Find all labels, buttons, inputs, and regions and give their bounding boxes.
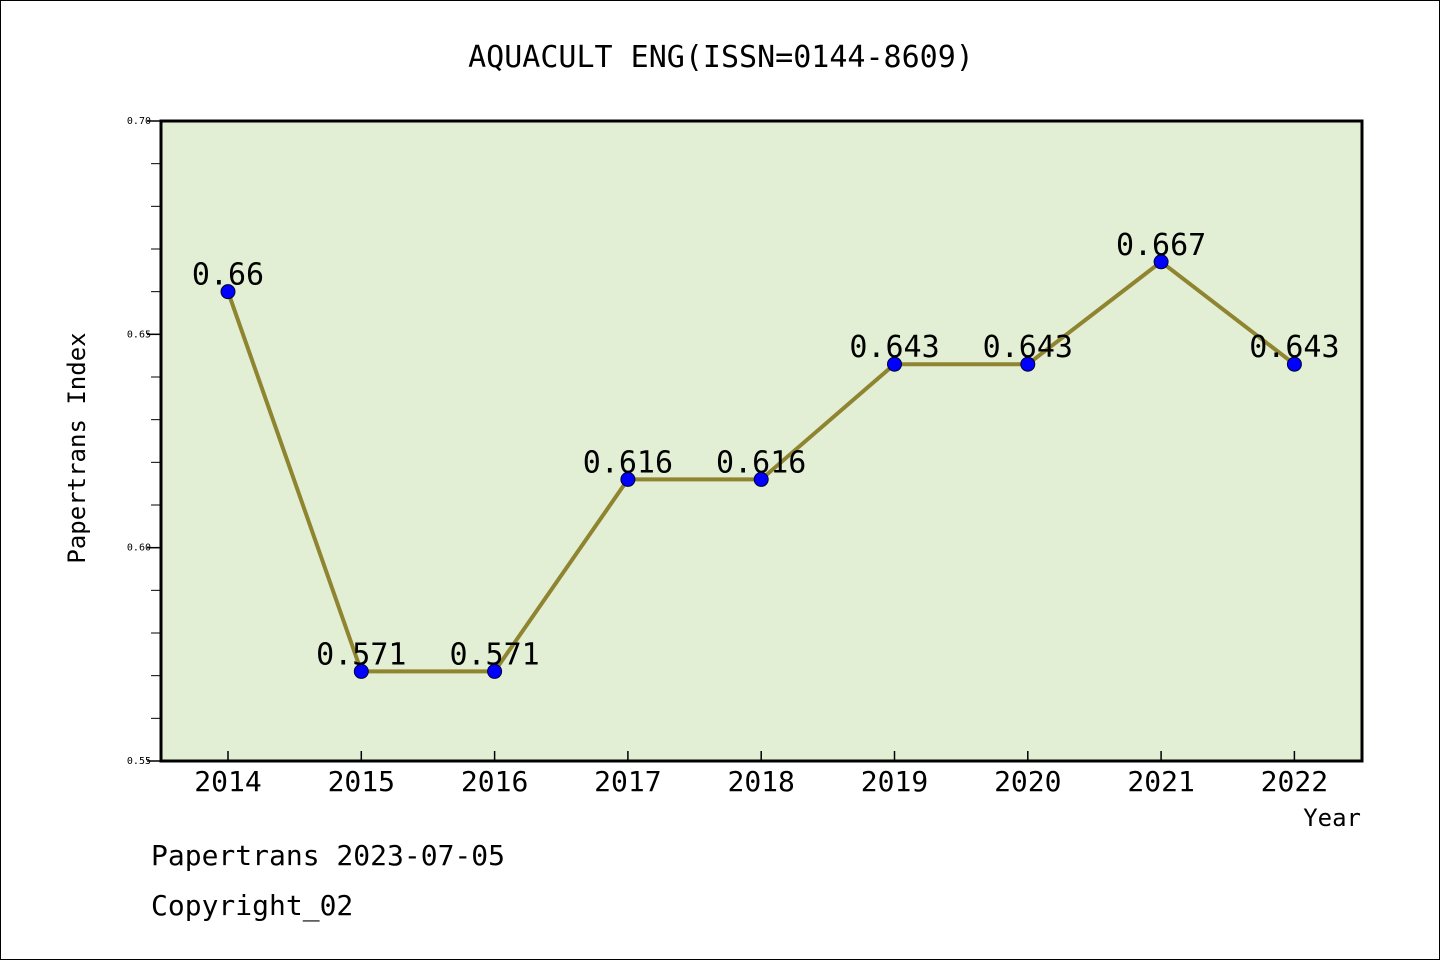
x-tick-label: 2017 [594, 765, 661, 798]
x-tick-label: 2019 [861, 765, 928, 798]
data-label: 0.616 [716, 445, 806, 480]
x-tick-label: 2020 [994, 765, 1061, 798]
data-labels: 0.66 0.571 0.571 0.616 0.616 0.643 0.643 0.667 0… [192, 228, 1340, 673]
x-axis: 2014 2015 2016 2017 2018 2019 2020 2021 2022 [194, 751, 1328, 798]
data-label: 0.643 [849, 330, 939, 365]
data-label: 0.667 [1116, 228, 1206, 263]
footer-copyright: Copyright_02 [151, 889, 353, 923]
data-label: 0.616 [583, 445, 673, 480]
y-axis: 0.55 0.60 0.65 0.70 [127, 116, 161, 767]
x-tick-label: 2022 [1261, 765, 1328, 798]
y-tick-label: 0.60 [127, 543, 151, 554]
y-tick-label: 0.65 [127, 329, 151, 340]
data-point [1286, 356, 1302, 372]
data-point [1020, 356, 1036, 372]
data-point [220, 284, 236, 300]
data-label: 0.571 [316, 637, 406, 672]
data-point [753, 471, 769, 487]
chart-title: AQUACULT ENG(ISSN=0144-8609) [468, 40, 974, 75]
y-tick-label: 0.70 [127, 116, 151, 127]
data-label: 0.66 [192, 258, 264, 293]
y-tick-label: 0.55 [127, 756, 151, 767]
data-label: 0.643 [1249, 330, 1339, 365]
y-axis-label: Papertrans Index [63, 332, 91, 563]
data-point [487, 663, 503, 679]
plot-area [159, 119, 1364, 763]
x-tick-label: 2021 [1127, 765, 1194, 798]
data-point [887, 356, 902, 372]
x-tick-label: 2018 [727, 765, 794, 798]
footer-date: Papertrans 2023-07-05 [151, 839, 505, 872]
data-point [353, 663, 369, 679]
data-label: 0.571 [449, 637, 539, 672]
x-tick-label: 2015 [328, 765, 395, 798]
data-label: 0.643 [983, 330, 1073, 365]
series-markers [220, 254, 1302, 679]
data-point [620, 471, 636, 487]
x-axis-label: Year [1303, 804, 1361, 832]
x-tick-label: 2016 [461, 765, 528, 798]
data-point [1153, 254, 1169, 270]
x-tick-label: 2014 [194, 765, 261, 798]
